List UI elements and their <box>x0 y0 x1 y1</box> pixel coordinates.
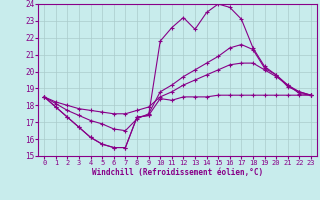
X-axis label: Windchill (Refroidissement éolien,°C): Windchill (Refroidissement éolien,°C) <box>92 168 263 177</box>
